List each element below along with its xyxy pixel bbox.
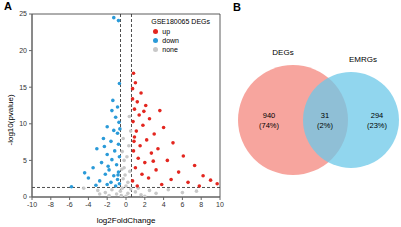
svg-text:25: 25 — [19, 10, 27, 17]
svg-text:(23%): (23%) — [367, 121, 388, 130]
svg-text:15: 15 — [19, 84, 27, 91]
svg-text:-10: -10 — [27, 201, 37, 208]
svg-text:8: 8 — [199, 201, 203, 208]
svg-text:31: 31 — [321, 111, 329, 120]
svg-text:EMRGs: EMRGs — [349, 55, 377, 64]
svg-text:-2: -2 — [104, 201, 110, 208]
svg-text:6: 6 — [180, 201, 184, 208]
svg-text:5: 5 — [23, 157, 27, 164]
html-text:none: none — [162, 46, 178, 53]
svg-text:10: 10 — [216, 201, 224, 208]
svg-text:20: 20 — [19, 47, 27, 54]
html-text:A: A — [4, 0, 12, 12]
svg-text:-8: -8 — [48, 201, 54, 208]
html-text:GSE180065 DEGs: GSE180065 DEGs — [151, 18, 210, 25]
svg-text:10: 10 — [19, 120, 27, 127]
svg-text:0: 0 — [124, 201, 128, 208]
svg-text:4: 4 — [162, 201, 166, 208]
svg-text:294: 294 — [371, 111, 384, 120]
svg-text:DEGs: DEGs — [272, 48, 293, 57]
html-text:up: up — [162, 28, 170, 35]
svg-text:log2FoldChange: log2FoldChange — [97, 216, 156, 225]
svg-text:-log10(pvalue): -log10(pvalue) — [8, 94, 15, 145]
svg-text:(2%): (2%) — [317, 121, 333, 130]
svg-text:B: B — [233, 1, 241, 13]
svg-text:940: 940 — [263, 111, 276, 120]
svg-text:-6: -6 — [66, 201, 72, 208]
svg-text:-4: -4 — [85, 201, 91, 208]
svg-text:0: 0 — [23, 193, 27, 200]
svg-text:2: 2 — [143, 201, 147, 208]
svg-text:(74%): (74%) — [259, 121, 280, 130]
html-text:down: down — [162, 37, 179, 44]
